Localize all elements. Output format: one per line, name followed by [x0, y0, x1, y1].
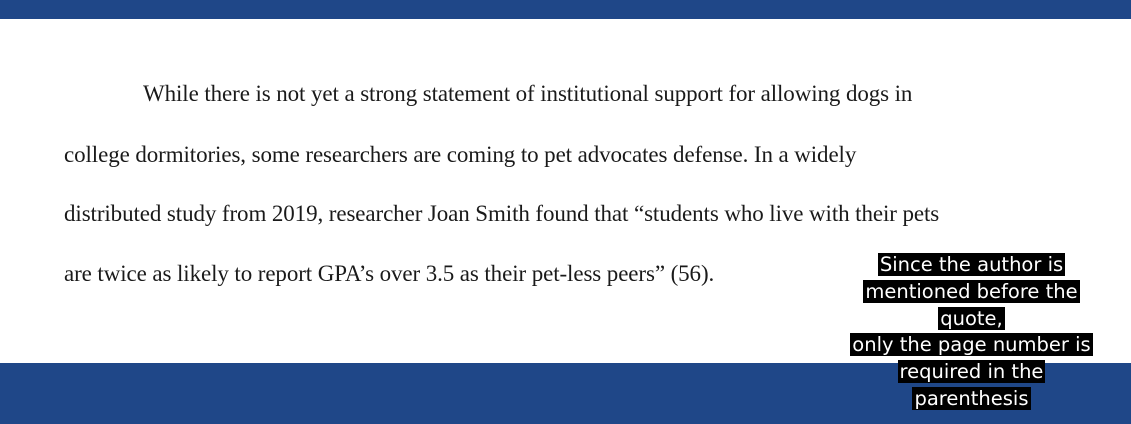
callout-line-3: quote,: [938, 306, 1005, 330]
callout-line-1: Since the author is: [877, 253, 1066, 276]
callout-line-6: parenthesis: [912, 386, 1031, 410]
paragraph-line-4: are twice as likely to report GPA’s over…: [64, 261, 715, 286]
callout-line-2: mentioned before the: [863, 279, 1080, 303]
paragraph-line-1: While there is not yet a strong statemen…: [143, 81, 913, 106]
top-banner: [0, 0, 1131, 19]
callout-line-4: only the page number is: [850, 333, 1093, 357]
callout-line-5: required in the: [897, 360, 1046, 384]
paragraph-line-3: distributed study from 2019, researcher …: [64, 201, 940, 226]
paragraph-line-2: college dormitories, some researchers ar…: [64, 142, 857, 167]
citation-annotation-callout: Since the author is mentioned before the…: [844, 252, 1099, 413]
